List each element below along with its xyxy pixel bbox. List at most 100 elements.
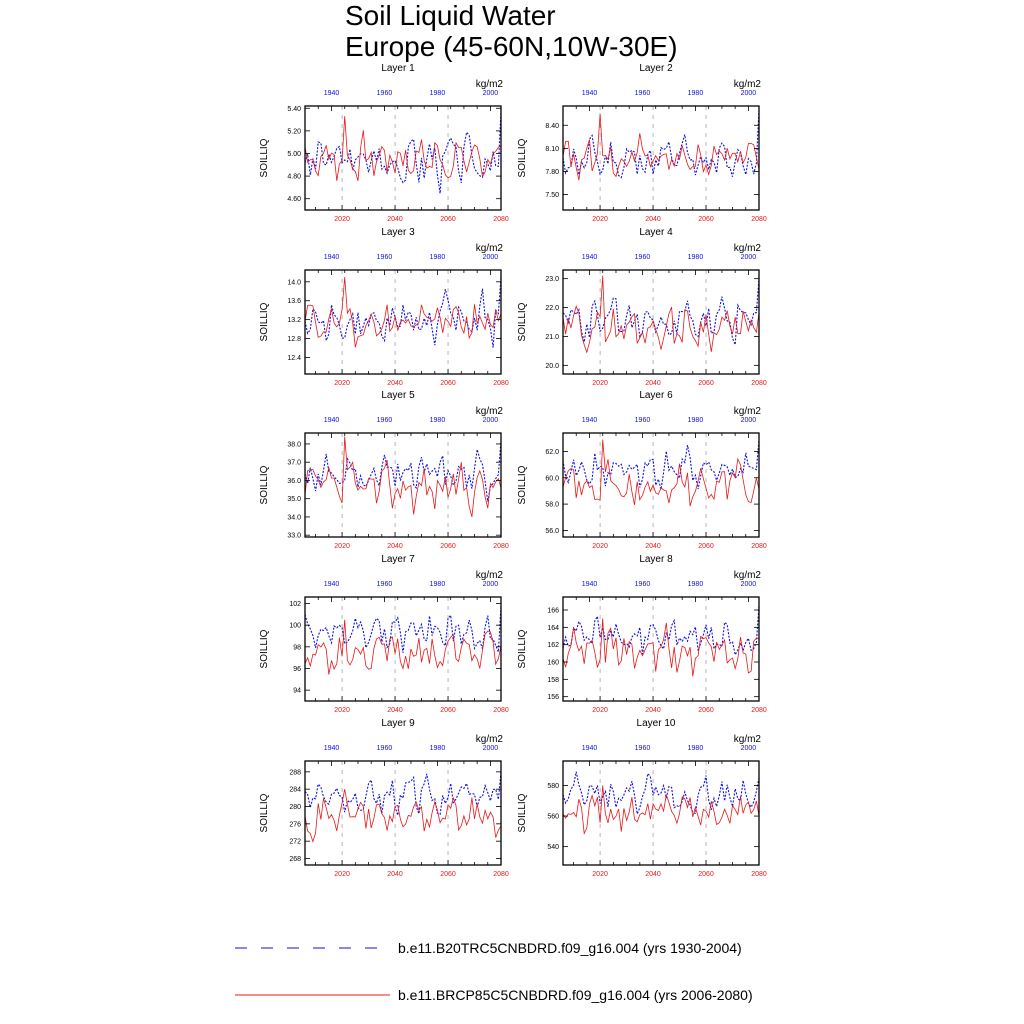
x-tick-label-top: 1960 (635, 745, 651, 752)
y-tick-label: 276 (289, 821, 301, 828)
y-tick-label: 13.6 (287, 298, 301, 305)
y-tick-label: 58.0 (545, 502, 559, 509)
y-axis-label: SOILLIQ (259, 138, 270, 177)
x-tick-label-top: 1980 (688, 254, 704, 261)
y-tick-label: 60.0 (545, 475, 559, 482)
panel-title: Layer 6 (639, 390, 673, 401)
series-historical (562, 109, 760, 179)
x-tick-label-bottom: 2020 (592, 707, 608, 714)
x-tick-label-bottom: 2060 (698, 871, 714, 878)
legend-future-label: b.e11.BRCP85C5CNBDRD.f09_g16.004 (yrs 20… (398, 987, 753, 1003)
x-tick-label-bottom: 2080 (751, 543, 767, 550)
x-tick-label-top: 2000 (741, 254, 757, 261)
units-label: kg/m2 (476, 570, 504, 581)
series-future (562, 785, 760, 835)
x-tick-label-top: 2000 (483, 90, 499, 97)
legend (235, 947, 390, 996)
x-tick-label-top: 1960 (377, 581, 393, 588)
plot-frame (304, 596, 502, 702)
y-tick-label: 13.2 (287, 317, 301, 324)
y-axis-label: SOILLIQ (259, 793, 270, 832)
panel-9: Layer 9 kg/m2 SOILLIQ 268 272 276 280 284 288 202… (259, 718, 509, 878)
x-tick-label-top: 1960 (635, 417, 651, 424)
panel-title: Layer 7 (381, 554, 415, 565)
plot-frame (304, 269, 502, 375)
series-future (304, 619, 502, 675)
x-tick-label-top: 1980 (688, 581, 704, 588)
y-tick-label: 20.0 (545, 363, 559, 370)
x-tick-label-bottom: 2040 (645, 380, 661, 387)
plot-frame (562, 432, 760, 538)
plot-frame (562, 269, 760, 375)
x-tick-label-bottom: 2040 (645, 216, 661, 223)
plot-frame (304, 432, 502, 538)
x-tick-label-top: 1980 (430, 254, 446, 261)
x-tick-label-bottom: 2040 (645, 871, 661, 878)
title-line-1: Soil Liquid Water (345, 0, 556, 31)
y-tick-label: 162 (547, 642, 559, 649)
x-tick-label-bottom: 2020 (592, 216, 608, 223)
x-tick-label-bottom: 2020 (592, 380, 608, 387)
x-tick-label-bottom: 2060 (698, 707, 714, 714)
y-tick-label: 94 (293, 688, 301, 695)
y-tick-label: 34.0 (287, 514, 301, 521)
series-historical (304, 110, 502, 194)
y-tick-label: 4.80 (287, 174, 301, 181)
x-tick-label-top: 1960 (635, 581, 651, 588)
x-tick-label-bottom: 2020 (334, 543, 350, 550)
x-tick-label-top: 2000 (741, 581, 757, 588)
x-tick-label-top: 1960 (635, 90, 651, 97)
x-tick-label-top: 1940 (324, 254, 340, 261)
y-tick-label: 158 (547, 677, 559, 684)
y-tick-label: 280 (289, 804, 301, 811)
x-tick-label-bottom: 2040 (387, 216, 403, 223)
x-tick-label-bottom: 2080 (493, 707, 509, 714)
units-label: kg/m2 (476, 406, 504, 417)
x-tick-label-bottom: 2020 (592, 543, 608, 550)
series-future (304, 277, 502, 348)
y-tick-label: 38.0 (287, 441, 301, 448)
y-tick-label: 156 (547, 694, 559, 701)
y-axis-label: SOILLIQ (259, 465, 270, 504)
y-tick-label: 14.0 (287, 279, 301, 286)
x-tick-label-top: 1980 (430, 417, 446, 424)
y-tick-label: 37.0 (287, 460, 301, 467)
panel-6: Layer 6 kg/m2 SOILLIQ 56.0 58.0 60.0 62.0 2020 2… (517, 390, 767, 550)
x-tick-label-top: 1940 (582, 90, 598, 97)
x-tick-label-top: 2000 (483, 254, 499, 261)
x-tick-label-bottom: 2080 (493, 871, 509, 878)
series-future (304, 789, 502, 843)
y-tick-label: 540 (547, 844, 559, 851)
y-axis-label: SOILLIQ (259, 629, 270, 668)
y-tick-label: 5.40 (287, 106, 301, 113)
plot-frame (562, 105, 760, 211)
x-tick-label-top: 1940 (324, 745, 340, 752)
y-tick-label: 166 (547, 608, 559, 615)
panel-8: Layer 8 kg/m2 SOILLIQ 156 158 160 162 164 166 202… (517, 554, 767, 714)
y-tick-label: 36.0 (287, 478, 301, 485)
x-tick-label-top: 1940 (582, 254, 598, 261)
y-tick-label: 96 (293, 666, 301, 673)
x-tick-label-top: 1980 (688, 745, 704, 752)
plot-frame (562, 760, 760, 866)
y-tick-label: 5.20 (287, 128, 301, 135)
y-axis-label: SOILLIQ (517, 138, 528, 177)
units-label: kg/m2 (734, 570, 762, 581)
x-tick-label-bottom: 2060 (698, 216, 714, 223)
x-tick-label-top: 2000 (741, 745, 757, 752)
units-label: kg/m2 (734, 734, 762, 745)
x-tick-label-bottom: 2080 (493, 543, 509, 550)
y-axis-label: SOILLIQ (517, 793, 528, 832)
panel-2: Layer 2 kg/m2 SOILLIQ 7.50 7.80 8.10 8.40 2020 2… (517, 63, 767, 223)
y-tick-label: 8.10 (545, 146, 559, 153)
series-historical (562, 439, 760, 490)
y-tick-label: 98 (293, 644, 301, 651)
panel-3: Layer 3 kg/m2 SOILLIQ 12.4 12.8 13.2 13.6 14.0 2… (259, 227, 509, 387)
y-tick-label: 288 (289, 769, 301, 776)
x-tick-label-bottom: 2080 (751, 707, 767, 714)
x-tick-label-bottom: 2020 (334, 707, 350, 714)
y-tick-label: 560 (547, 814, 559, 821)
series-historical (304, 440, 502, 502)
panel-5: Layer 5 kg/m2 SOILLIQ 33.0 34.0 35.0 36.0 37.0 3… (259, 390, 509, 550)
